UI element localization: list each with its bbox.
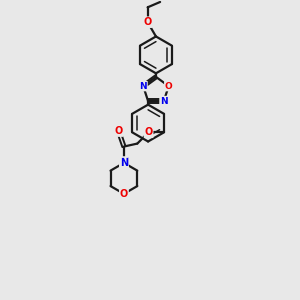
Text: O: O xyxy=(114,126,123,136)
Text: O: O xyxy=(120,189,128,199)
Text: O: O xyxy=(143,17,152,27)
Text: N: N xyxy=(140,82,147,91)
Text: O: O xyxy=(165,82,172,91)
Text: N: N xyxy=(120,158,128,168)
Text: N: N xyxy=(120,157,128,167)
Text: O: O xyxy=(145,127,153,137)
Text: N: N xyxy=(160,97,168,106)
